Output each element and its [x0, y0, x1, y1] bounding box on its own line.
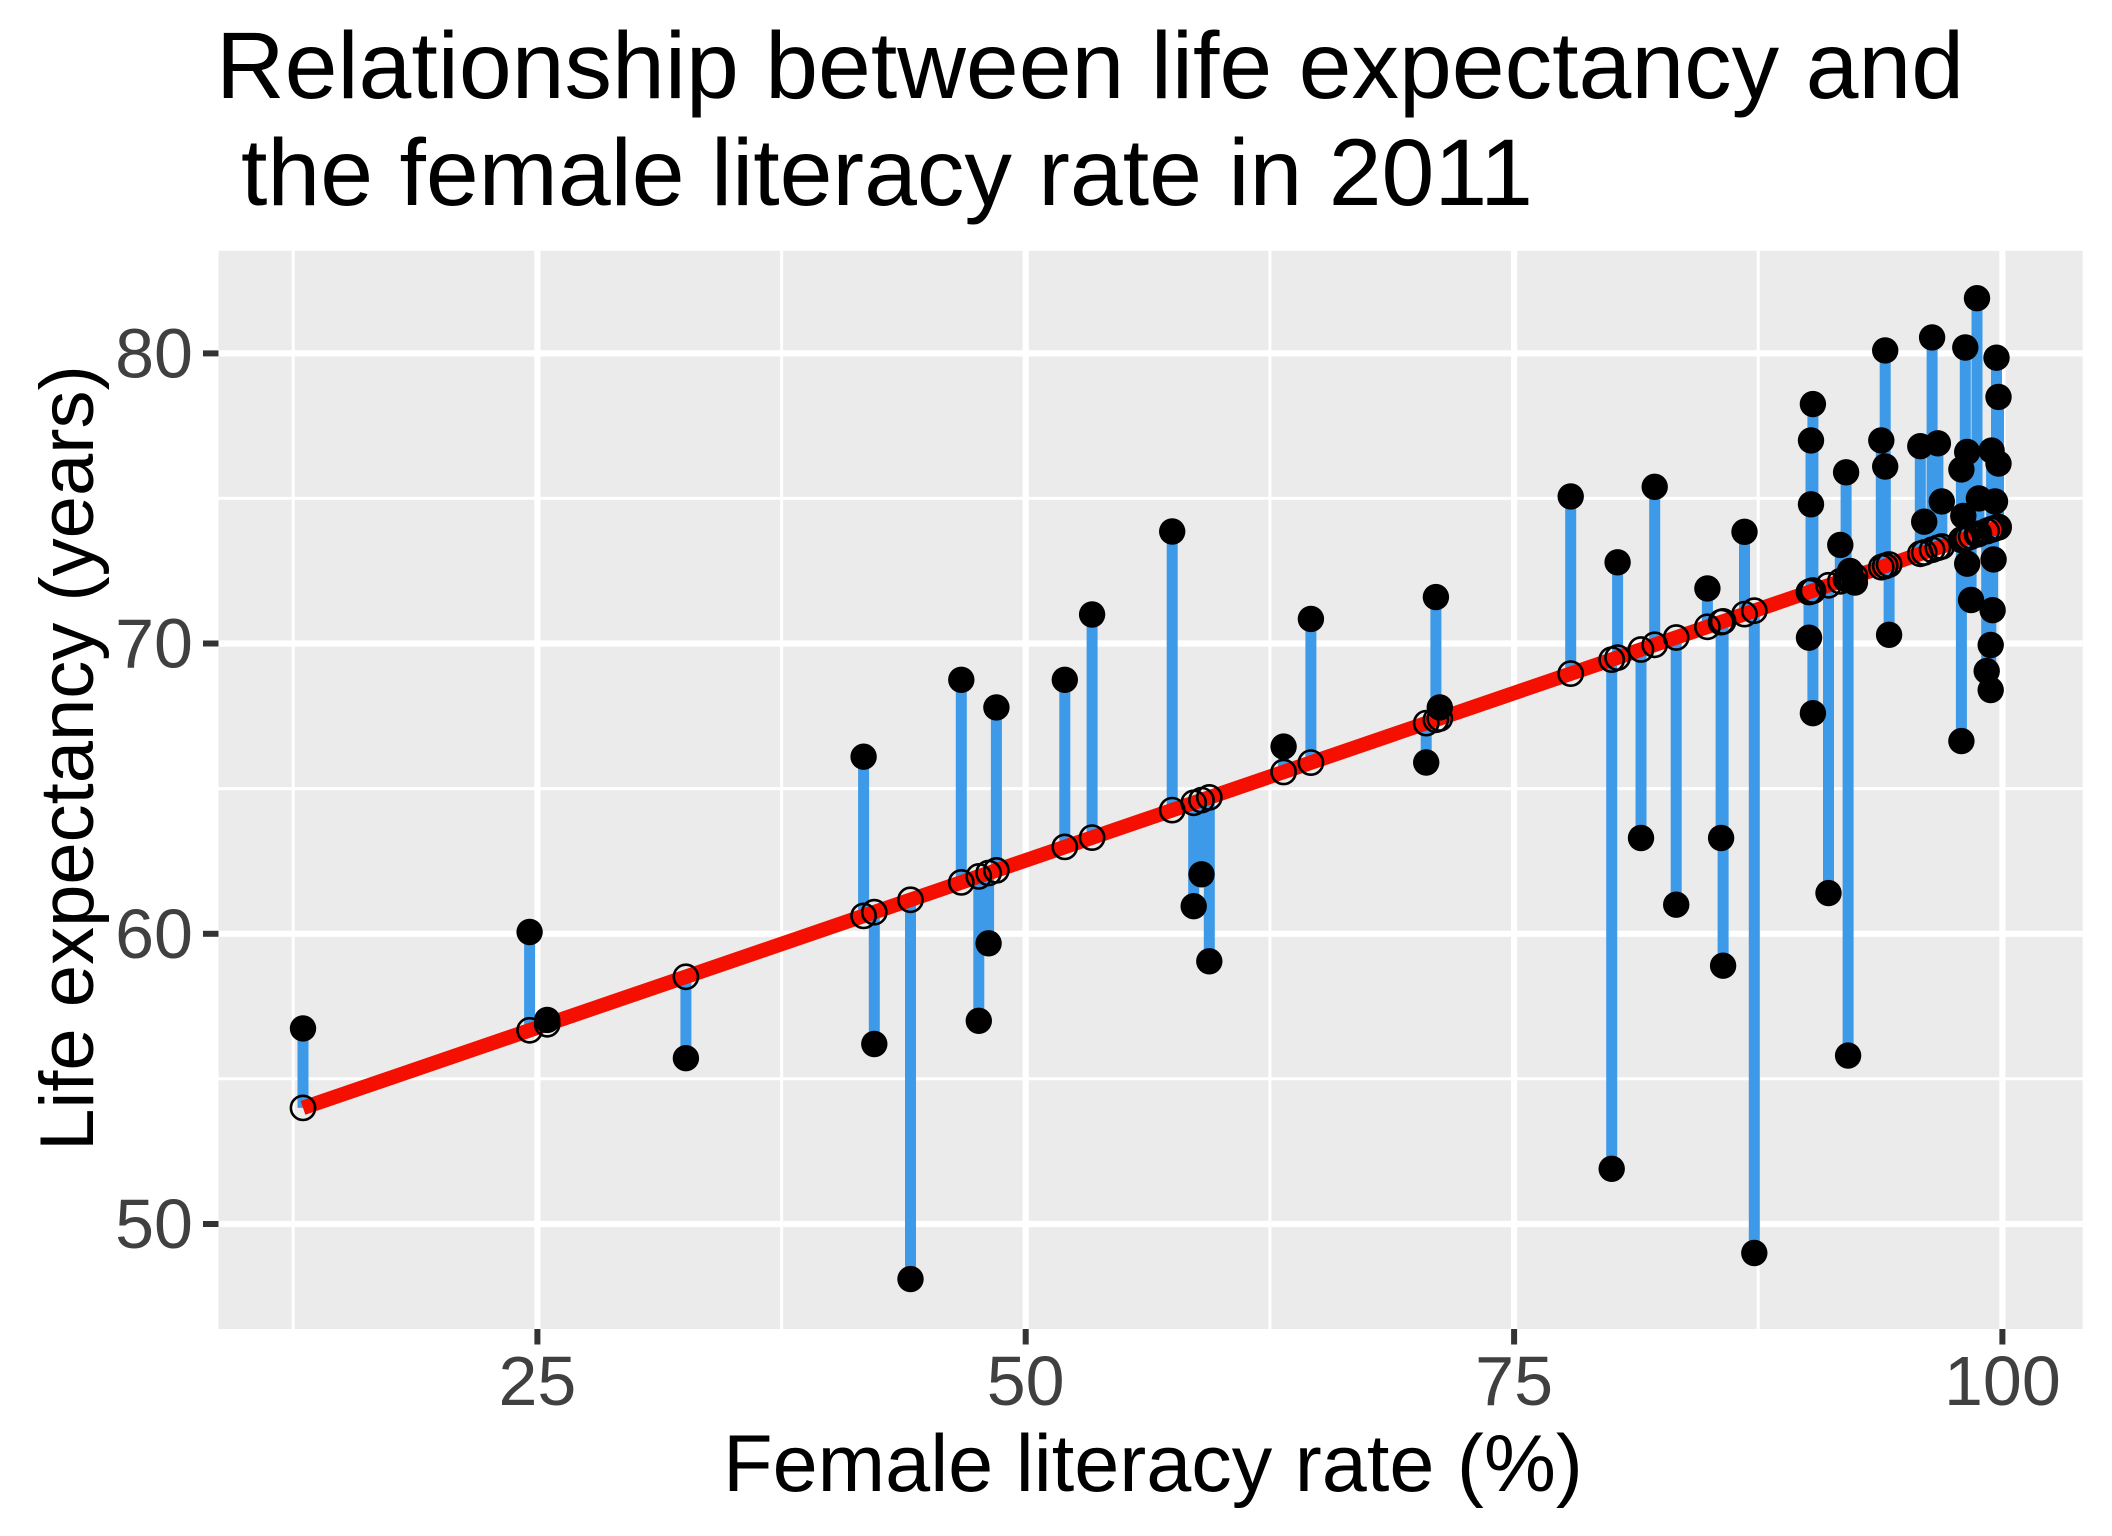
svg-text:50: 50	[115, 1185, 193, 1263]
svg-text:Life expectancy (years): Life expectancy (years)	[25, 365, 110, 1151]
svg-text:75: 75	[1475, 1342, 1553, 1420]
svg-text:Relationship between life expe: Relationship between life expectancy and	[216, 13, 1964, 119]
svg-text:the female literacy rate in 20: the female literacy rate in 2011	[241, 120, 1533, 226]
svg-text:Female literacy rate (%): Female literacy rate (%)	[723, 1419, 1583, 1509]
svg-text:50: 50	[987, 1342, 1065, 1420]
svg-text:60: 60	[115, 895, 193, 973]
svg-text:100: 100	[1944, 1342, 2061, 1420]
svg-text:25: 25	[498, 1342, 576, 1420]
svg-text:70: 70	[115, 605, 193, 683]
svg-text:80: 80	[115, 315, 193, 393]
